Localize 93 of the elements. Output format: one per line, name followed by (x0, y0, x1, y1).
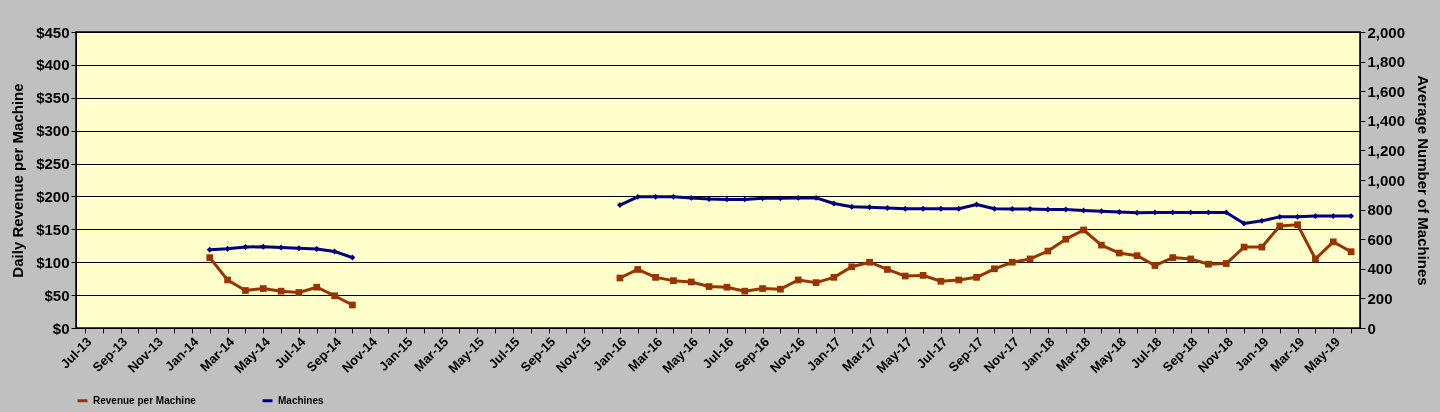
point (777, 285, 784, 293)
point (1062, 235, 1070, 243)
point (1276, 213, 1283, 220)
point (1347, 248, 1355, 256)
y2-tick-label: 1,600 (1367, 82, 1406, 100)
point (812, 279, 820, 286)
point (652, 274, 659, 281)
point (901, 272, 909, 280)
y-tick-label: $400 (36, 56, 70, 74)
y-tick-label: $450 (36, 23, 70, 41)
point (955, 205, 962, 212)
point (794, 276, 802, 284)
point (741, 287, 749, 295)
point (1276, 222, 1284, 230)
point (1241, 220, 1248, 227)
y-tick-label: $100 (36, 253, 70, 271)
point (723, 283, 731, 291)
point (973, 274, 980, 281)
y2-tick-label: 200 (1367, 289, 1393, 307)
y-tick-label: $250 (36, 155, 70, 173)
point (1223, 209, 1230, 216)
point (955, 276, 963, 284)
y2-tick-label: 0 (1367, 319, 1376, 337)
point (937, 277, 945, 285)
point (1098, 241, 1105, 249)
y-tick-label: $300 (36, 122, 70, 140)
point (1098, 208, 1105, 215)
y-tick-label: $50 (44, 286, 70, 304)
point (1133, 252, 1141, 259)
point (705, 283, 713, 290)
y2-tick-label: 800 (1367, 201, 1393, 219)
point (687, 278, 695, 286)
point (242, 287, 249, 294)
point (1312, 213, 1319, 220)
point (634, 266, 642, 273)
point (830, 200, 837, 207)
point (848, 263, 856, 271)
point (313, 283, 321, 291)
y2-tick-label: 400 (1367, 260, 1393, 278)
y-tick-label: $150 (36, 220, 70, 238)
point (259, 285, 267, 292)
point (1151, 262, 1159, 269)
point (902, 205, 909, 212)
point (224, 245, 231, 252)
y-axis-title: Daily Revenue per Machine (9, 83, 27, 278)
point (634, 193, 641, 200)
y2-tick-label: 1,200 (1367, 141, 1406, 159)
point (670, 277, 677, 284)
y2-tick-label: 600 (1367, 230, 1393, 248)
y2-tick-label: 2,000 (1367, 23, 1406, 41)
point (652, 193, 659, 200)
point (866, 204, 873, 211)
point (884, 205, 891, 211)
point (331, 248, 338, 255)
point (991, 205, 998, 212)
point (1008, 258, 1016, 266)
point (242, 244, 249, 250)
point (1329, 238, 1337, 246)
point (1205, 260, 1212, 268)
point (1080, 207, 1087, 214)
point (1115, 249, 1123, 257)
point (991, 265, 998, 273)
point (206, 254, 214, 261)
y-tick-label: $0 (52, 319, 70, 337)
point (277, 287, 285, 295)
point (830, 274, 838, 281)
point (1080, 226, 1087, 234)
legend-label: Revenue per Machine (93, 394, 197, 406)
y2-tick-label: 1,400 (1367, 112, 1406, 130)
point (1312, 255, 1319, 263)
point (331, 292, 338, 300)
point (206, 246, 213, 253)
point (616, 202, 623, 208)
point (919, 272, 927, 279)
y-tick-label: $350 (36, 89, 70, 107)
point (777, 195, 784, 202)
point (670, 193, 677, 200)
legend-label: Machines (278, 394, 325, 406)
point (295, 289, 303, 296)
y2-axis-title: Average Number of Machines (1415, 75, 1433, 286)
point (884, 266, 891, 273)
point (1187, 255, 1194, 263)
point (224, 276, 231, 284)
point (866, 258, 873, 266)
point (1294, 213, 1301, 220)
point (1222, 260, 1230, 267)
y-tick-label: $200 (36, 187, 70, 205)
point (1169, 254, 1177, 261)
y2-tick-label: 1,000 (1367, 171, 1406, 189)
y2-tick-label: 1,800 (1367, 53, 1406, 71)
point (759, 285, 766, 292)
point (349, 301, 356, 309)
point (1294, 221, 1301, 229)
